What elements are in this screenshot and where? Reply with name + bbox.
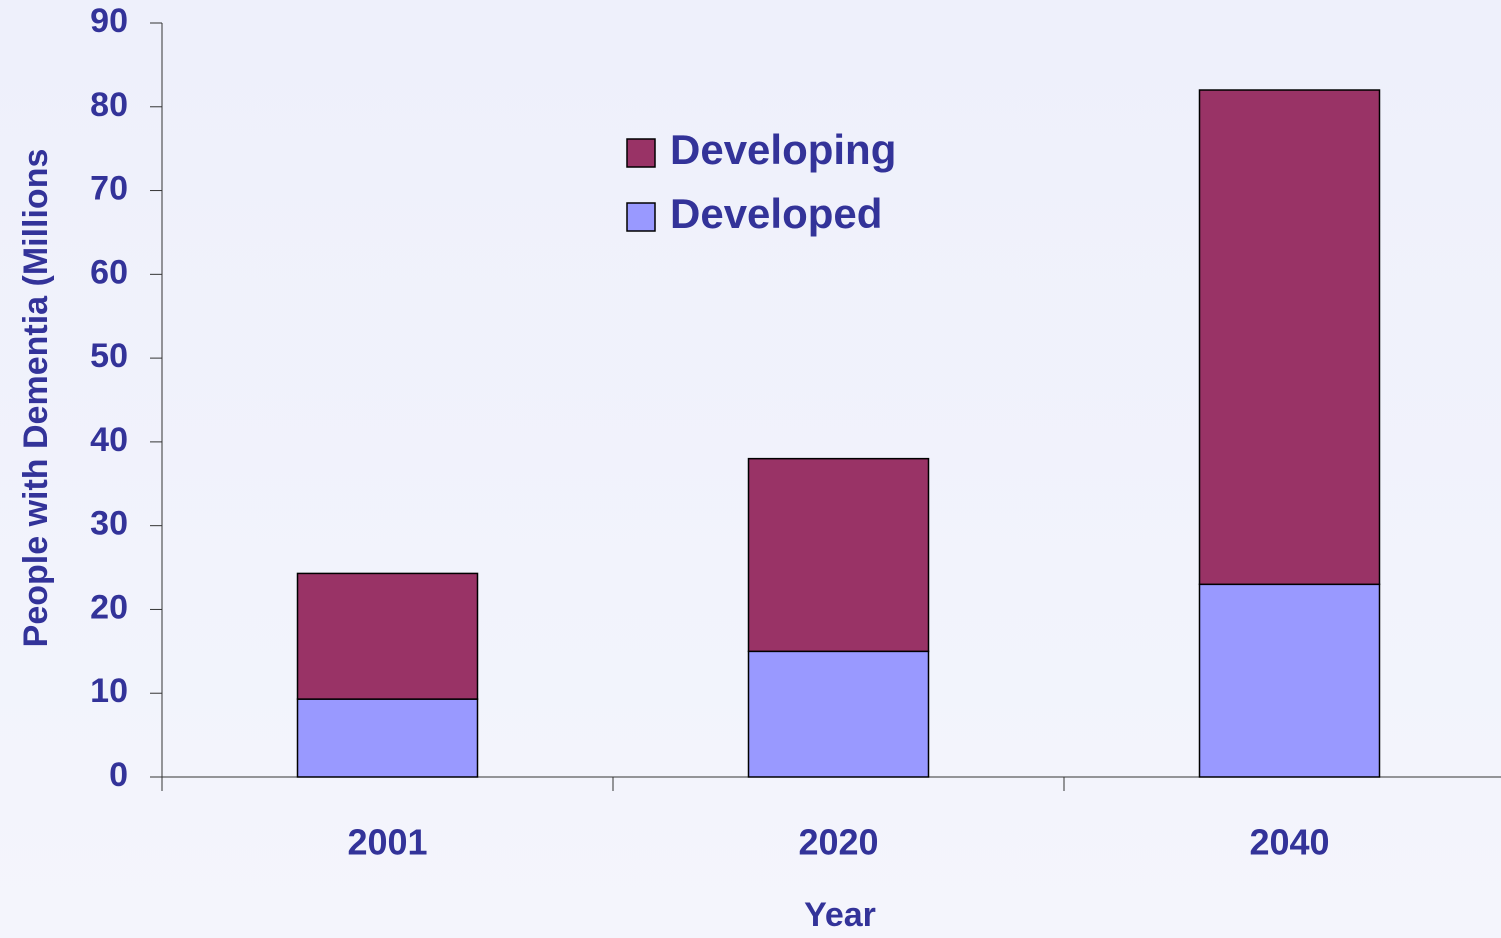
y-tick-label: 0 [109, 756, 128, 794]
x-tick-label: 2020 [798, 822, 878, 863]
bar-segment [296, 572, 479, 700]
y-tick-label: 50 [90, 337, 128, 375]
y-tick-label: 80 [90, 86, 128, 124]
bar-segment [296, 698, 479, 778]
y-tick-label: 90 [90, 2, 128, 40]
x-axis-label: Year [804, 896, 876, 934]
y-tick-label: 30 [90, 505, 128, 543]
y-tick-label: 40 [90, 421, 128, 459]
legend-label: Developed [670, 190, 882, 237]
bar-segment [747, 650, 930, 778]
y-tick-label: 20 [90, 588, 128, 626]
y-tick-label: 70 [90, 170, 128, 208]
y-tick-label: 10 [90, 672, 128, 710]
y-tick-label: 60 [90, 253, 128, 291]
x-tick-label: 2040 [1249, 822, 1329, 863]
legend-label: Developing [670, 126, 896, 173]
bar-segment [1198, 89, 1381, 586]
x-tick-label: 2001 [347, 822, 427, 863]
y-axis-label: People with Dementia (Millions [17, 149, 55, 648]
bar-segment [747, 457, 930, 653]
bar-segment [1198, 583, 1381, 778]
legend-swatch [626, 202, 656, 232]
legend-swatch [626, 138, 656, 168]
